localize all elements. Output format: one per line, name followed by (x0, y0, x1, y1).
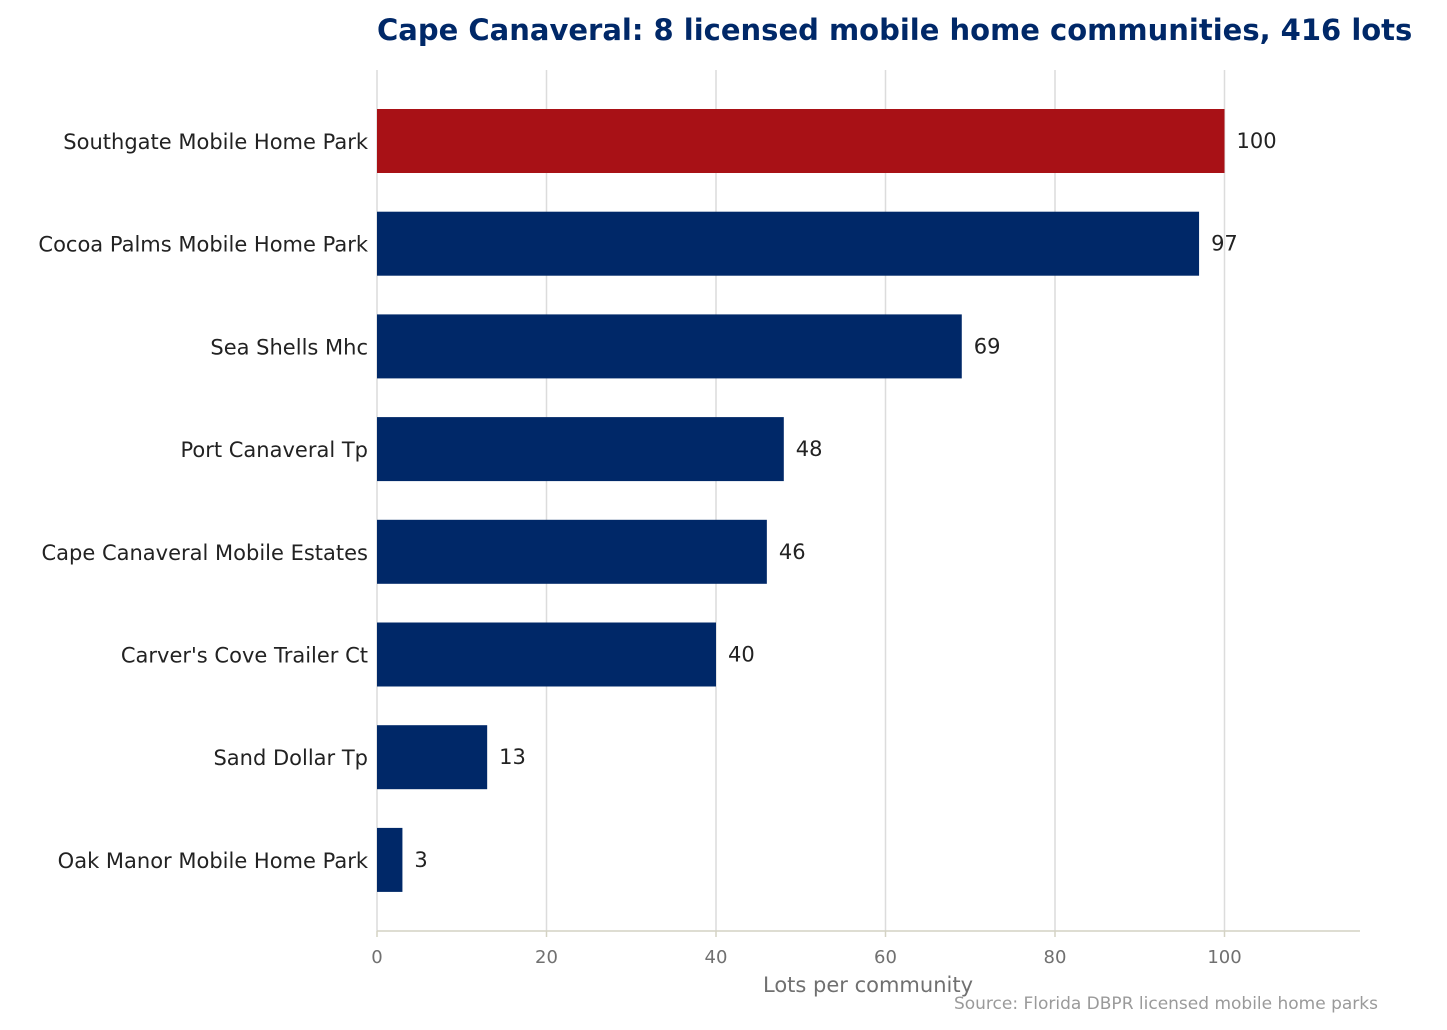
bar (377, 725, 488, 790)
category-label: Sand Dollar Tp (213, 746, 368, 770)
category-label: Cape Canaveral Mobile Estates (42, 541, 369, 565)
x-tick-label: 0 (371, 947, 382, 968)
bars (377, 109, 1225, 892)
x-tick-label: 60 (874, 947, 897, 968)
x-tick-label: 80 (1044, 947, 1067, 968)
category-label: Carver's Cove Trailer Ct (121, 644, 368, 668)
chart-title: Cape Canaveral: 8 licensed mobile home c… (377, 13, 1412, 47)
x-tick-label: 40 (705, 947, 728, 968)
category-label: Port Canaveral Tp (180, 438, 368, 462)
bar (377, 314, 962, 379)
value-label: 3 (414, 848, 427, 872)
value-label: 13 (499, 745, 526, 769)
value-label: 48 (796, 437, 823, 461)
value-label: 46 (779, 540, 806, 564)
category-labels: Southgate Mobile Home Park Cocoa Palms Mo… (38, 130, 368, 873)
x-axis-ticks: 0 20 40 60 80 100 (371, 931, 1242, 968)
source-note: Source: Florida DBPR licensed mobile hom… (954, 994, 1378, 1014)
value-label: 100 (1237, 129, 1277, 153)
value-labels: 100 97 69 48 46 40 13 3 (414, 129, 1276, 872)
bar (377, 519, 767, 584)
value-label: 40 (728, 643, 755, 667)
value-label: 97 (1211, 232, 1238, 256)
x-tick-label: 20 (535, 947, 558, 968)
bar (377, 109, 1225, 173)
x-tick-label: 100 (1207, 947, 1241, 968)
bar (377, 622, 716, 687)
bar (377, 827, 403, 892)
category-label: Sea Shells Mhc (210, 335, 368, 359)
gridlines (376, 70, 1226, 931)
bar (377, 417, 784, 482)
value-label: 69 (974, 334, 1001, 358)
bar (377, 211, 1200, 276)
category-label: Cocoa Palms Mobile Home Park (38, 233, 368, 257)
x-axis-title: Lots per community (763, 973, 973, 997)
category-label: Southgate Mobile Home Park (63, 130, 369, 154)
category-label: Oak Manor Mobile Home Park (58, 849, 369, 873)
